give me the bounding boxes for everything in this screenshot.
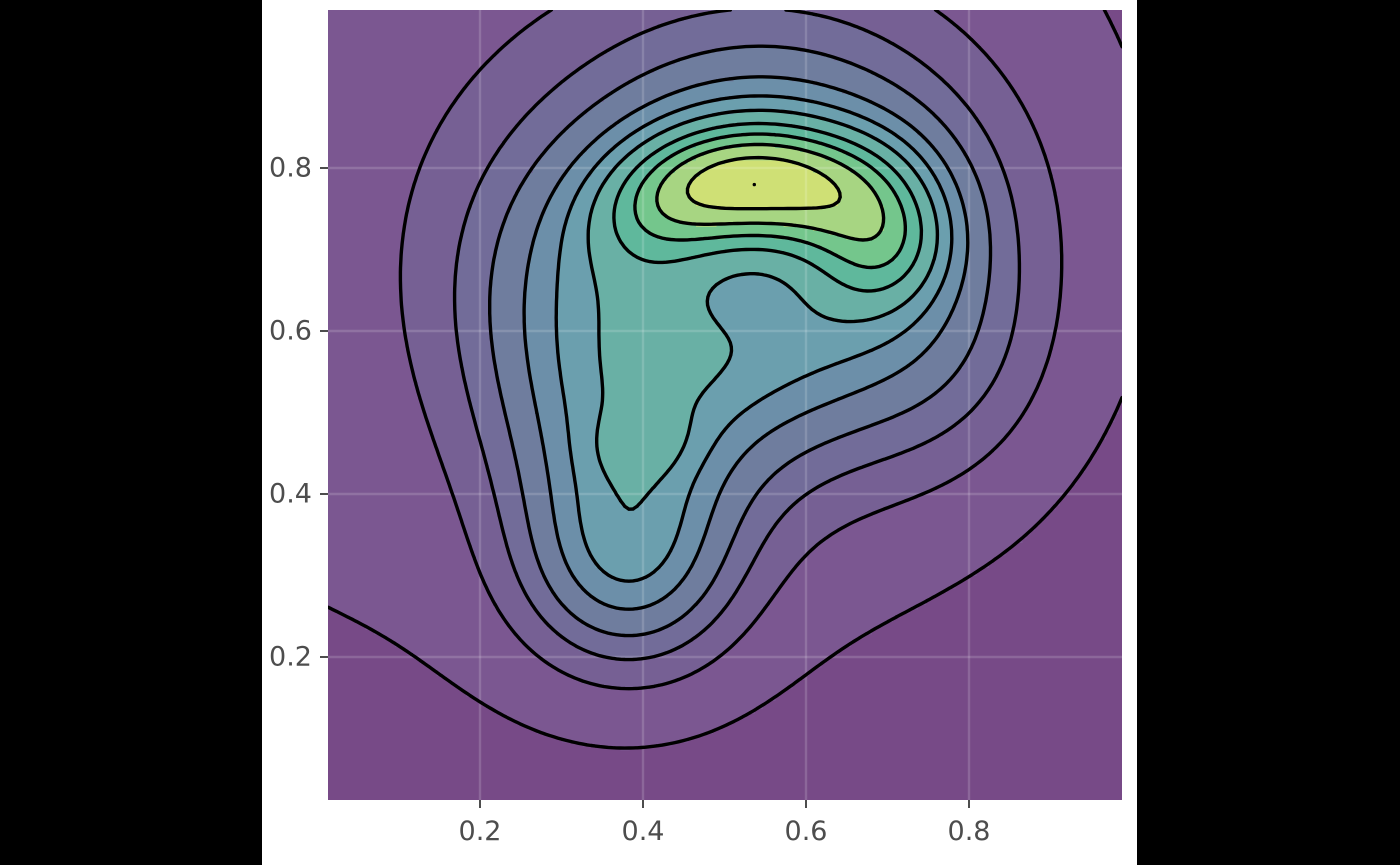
x-tick-label: 0.6 [784, 816, 828, 847]
plot-panel [328, 10, 1122, 800]
contour-line [612, 121, 924, 293]
x-tick-label: 0.4 [621, 816, 665, 847]
y-tick-label: 0.8 [269, 152, 312, 184]
contour-line [522, 75, 970, 611]
y-tick-mark [320, 493, 328, 495]
contour-line [655, 142, 886, 242]
x-tick-mark [642, 800, 644, 808]
y-tick-mark [320, 167, 328, 169]
letterbox-left [0, 0, 262, 865]
contour-line [452, 10, 1022, 662]
y-tick-label: 0.4 [269, 478, 312, 510]
contour-fill-layer [328, 10, 1122, 751]
figure-canvas: 0.2 0.4 0.6 0.8 0.8 0.6 0.4 0.2 [262, 0, 1137, 865]
x-tick-label: 0.8 [947, 816, 991, 847]
contour-plot [328, 10, 1122, 800]
contour-line-layer [328, 10, 1122, 750]
x-tick-label: 0.2 [458, 816, 502, 847]
letterbox-right [1137, 0, 1400, 865]
contour-line [488, 44, 993, 638]
x-tick-mark [968, 800, 970, 808]
contour-line [328, 10, 1122, 750]
contour-line [398, 10, 1064, 691]
contour-line [633, 132, 907, 270]
x-tick-mark [805, 800, 807, 808]
y-tick-mark [320, 656, 328, 658]
contour-line [554, 94, 954, 583]
y-tick-mark [320, 330, 328, 332]
x-tick-mark [479, 800, 481, 808]
contour-line [685, 155, 842, 211]
panel-gridlines [328, 10, 1122, 800]
y-tick-label: 0.2 [269, 641, 312, 673]
y-tick-label: 0.6 [269, 315, 312, 347]
contour-line [586, 108, 940, 511]
